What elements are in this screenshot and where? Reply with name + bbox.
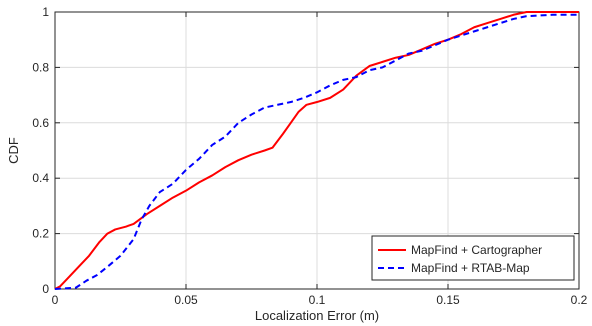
legend-label: MapFind + RTAB-Map — [411, 261, 530, 275]
y-tick-label: 0.2 — [32, 227, 49, 241]
series-layer — [54, 11, 579, 290]
x-tick-label: 0.05 — [174, 293, 198, 307]
x-tick-label: 0.1 — [309, 293, 326, 307]
ticks: 0 0.05 0.1 0.15 0.2 0 0.2 0.4 0.6 0.8 1 — [32, 5, 587, 307]
y-tick-label: 0 — [42, 282, 49, 296]
y-tick-label: 1 — [42, 5, 49, 19]
series-line-rtab-map — [54, 13, 579, 290]
legend-label: MapFind + Cartographer — [411, 243, 542, 257]
y-axis-title: CDF — [6, 137, 21, 164]
x-tick-label: 0 — [52, 293, 59, 307]
y-tick-label: 0.6 — [32, 116, 49, 130]
x-tick-label: 0.2 — [571, 293, 588, 307]
legend: MapFind + Cartographer MapFind + RTAB-Map — [371, 235, 575, 281]
y-tick-label: 0.4 — [32, 171, 49, 185]
x-tick-label: 0.15 — [436, 293, 460, 307]
x-axis-title: Localization Error (m) — [255, 308, 379, 323]
y-tick-label: 0.8 — [32, 60, 49, 74]
legend-box — [371, 235, 575, 281]
